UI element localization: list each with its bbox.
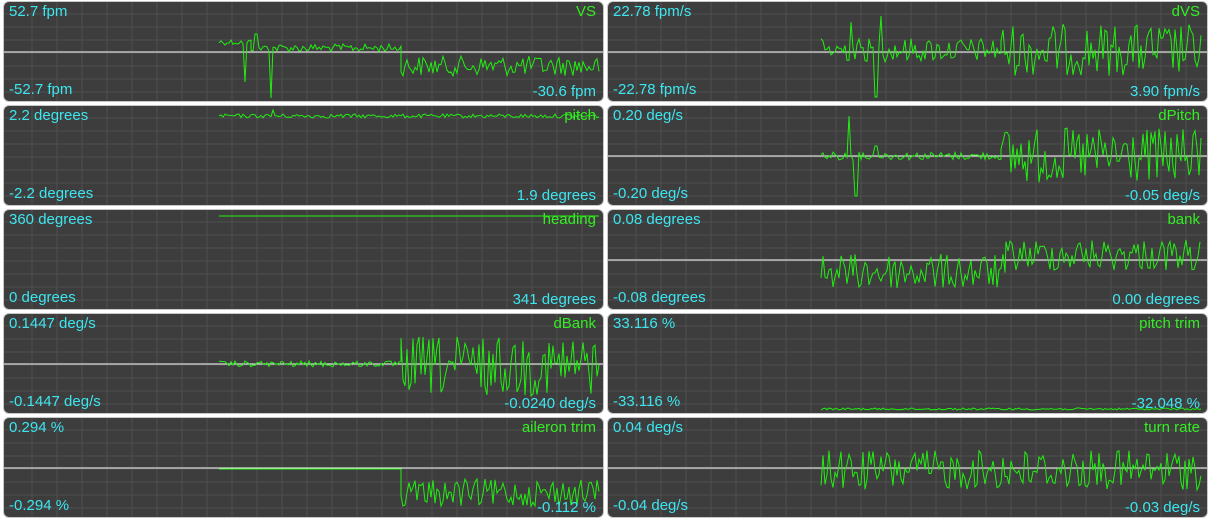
- heading-graph-panel: 360 degrees 0 degrees heading 341 degree…: [3, 209, 604, 310]
- data-trace: [219, 468, 600, 508]
- vs-current-value: -30.6 fpm: [532, 83, 596, 100]
- pitch-graph-plot: [4, 106, 603, 205]
- pitch-trim-max-label: 33.116 %: [613, 315, 676, 332]
- aileron-trim-min-label: -0.294 %: [9, 497, 70, 514]
- dbank-name-label: dBank: [553, 315, 596, 332]
- dbank-min-label: -0.1447 deg/s: [9, 393, 101, 410]
- dbank-graph-plot: [4, 314, 603, 413]
- data-trace: [218, 33, 600, 99]
- data-trace: [820, 449, 1202, 492]
- dpitch-name-label: dPitch: [1158, 107, 1200, 124]
- dbank-max-label: 0.1447 deg/s: [9, 315, 96, 332]
- data-trace: [820, 407, 1202, 411]
- dpitch-graph-panel: 0.20 deg/s -0.20 deg/s dPitch -0.05 deg/…: [607, 105, 1208, 206]
- bank-min-label: -0.08 degrees: [613, 289, 706, 306]
- bank-graph-plot: [608, 210, 1207, 309]
- turn-rate-graph-plot: [608, 418, 1207, 517]
- vs-max-label: 52.7 fpm: [9, 3, 68, 20]
- dbank-graph-panel: 0.1447 deg/s -0.1447 deg/s dBank -0.0240…: [3, 313, 604, 414]
- pitch-trim-current-value: -32.048 %: [1131, 395, 1200, 412]
- heading-name-label: heading: [542, 211, 596, 228]
- pitch-name-label: pitch: [564, 107, 596, 124]
- grid-lines: [608, 314, 1207, 413]
- grid-lines: [608, 210, 1207, 309]
- turn-rate-graph-panel: 0.04 deg/s -0.04 deg/s turn rate -0.03 d…: [607, 417, 1208, 518]
- dvs-max-label: 22.78 fpm/s: [613, 3, 692, 20]
- vs-name-label: VS: [575, 3, 596, 20]
- grid-lines: [4, 106, 603, 205]
- pitch-max-label: 2.2 degrees: [9, 107, 89, 124]
- pitch-trim-graph-panel: 33.116 % -33.116 % pitch trim -32.048 %: [607, 313, 1208, 414]
- dvs-min-label: -22.78 fpm/s: [613, 81, 697, 98]
- vs-min-label: -52.7 fpm: [9, 81, 73, 98]
- dvs-graph-plot: [608, 2, 1207, 101]
- heading-max-label: 360 degrees: [9, 211, 93, 228]
- bank-current-value: 0.00 degrees: [1112, 291, 1200, 308]
- heading-min-label: 0 degrees: [9, 289, 76, 306]
- vs-graph-panel: 52.7 fpm -52.7 fpm VS -30.6 fpm: [3, 1, 604, 102]
- dvs-name-label: dVS: [1171, 3, 1200, 20]
- pitch-trim-graph-plot: [608, 314, 1207, 413]
- data-trace: [218, 108, 600, 119]
- grid-lines: [4, 210, 603, 309]
- data-trace: [218, 336, 600, 397]
- turn-rate-max-label: 0.04 deg/s: [613, 419, 684, 436]
- pitch-trim-min-label: -33.116 %: [613, 393, 681, 410]
- grid-lines: [608, 2, 1207, 101]
- turn-rate-min-label: -0.04 deg/s: [613, 497, 689, 514]
- turn-rate-name-label: turn rate: [1144, 419, 1200, 436]
- data-trace: [820, 15, 1202, 98]
- dpitch-current-value: -0.05 deg/s: [1124, 187, 1200, 204]
- dpitch-max-label: 0.20 deg/s: [613, 107, 684, 124]
- dpitch-graph-plot: [608, 106, 1207, 205]
- bank-graph-panel: 0.08 degrees -0.08 degrees bank 0.00 deg…: [607, 209, 1208, 310]
- pitch-graph-panel: 2.2 degrees -2.2 degrees pitch 1.9 degre…: [3, 105, 604, 206]
- aileron-trim-graph-panel: 0.294 % -0.294 % aileron trim -0.112 %: [3, 417, 604, 518]
- dvs-current-value: 3.90 fpm/s: [1129, 83, 1200, 100]
- pitch-current-value: 1.9 degrees: [516, 187, 596, 204]
- dpitch-min-label: -0.20 deg/s: [613, 185, 689, 202]
- bank-name-label: bank: [1167, 211, 1200, 228]
- vs-graph-plot: [4, 2, 603, 101]
- aileron-trim-graph-plot: [4, 418, 603, 517]
- aileron-trim-max-label: 0.294 %: [9, 419, 65, 436]
- dvs-graph-panel: 22.78 fpm/s -22.78 fpm/s dVS 3.90 fpm/s: [607, 1, 1208, 102]
- dbank-current-value: -0.0240 deg/s: [504, 395, 596, 412]
- bank-max-label: 0.08 degrees: [613, 211, 701, 228]
- heading-current-value: 341 degrees: [512, 291, 596, 308]
- pitch-min-label: -2.2 degrees: [9, 185, 94, 202]
- data-trace: [820, 239, 1201, 289]
- pitch-trim-name-label: pitch trim: [1139, 315, 1200, 332]
- data-trace: [820, 115, 1202, 197]
- aileron-trim-name-label: aileron trim: [521, 419, 596, 436]
- heading-graph-plot: [4, 210, 603, 309]
- turn-rate-current-value: -0.03 deg/s: [1124, 499, 1200, 516]
- aileron-trim-current-value: -0.112 %: [537, 499, 596, 516]
